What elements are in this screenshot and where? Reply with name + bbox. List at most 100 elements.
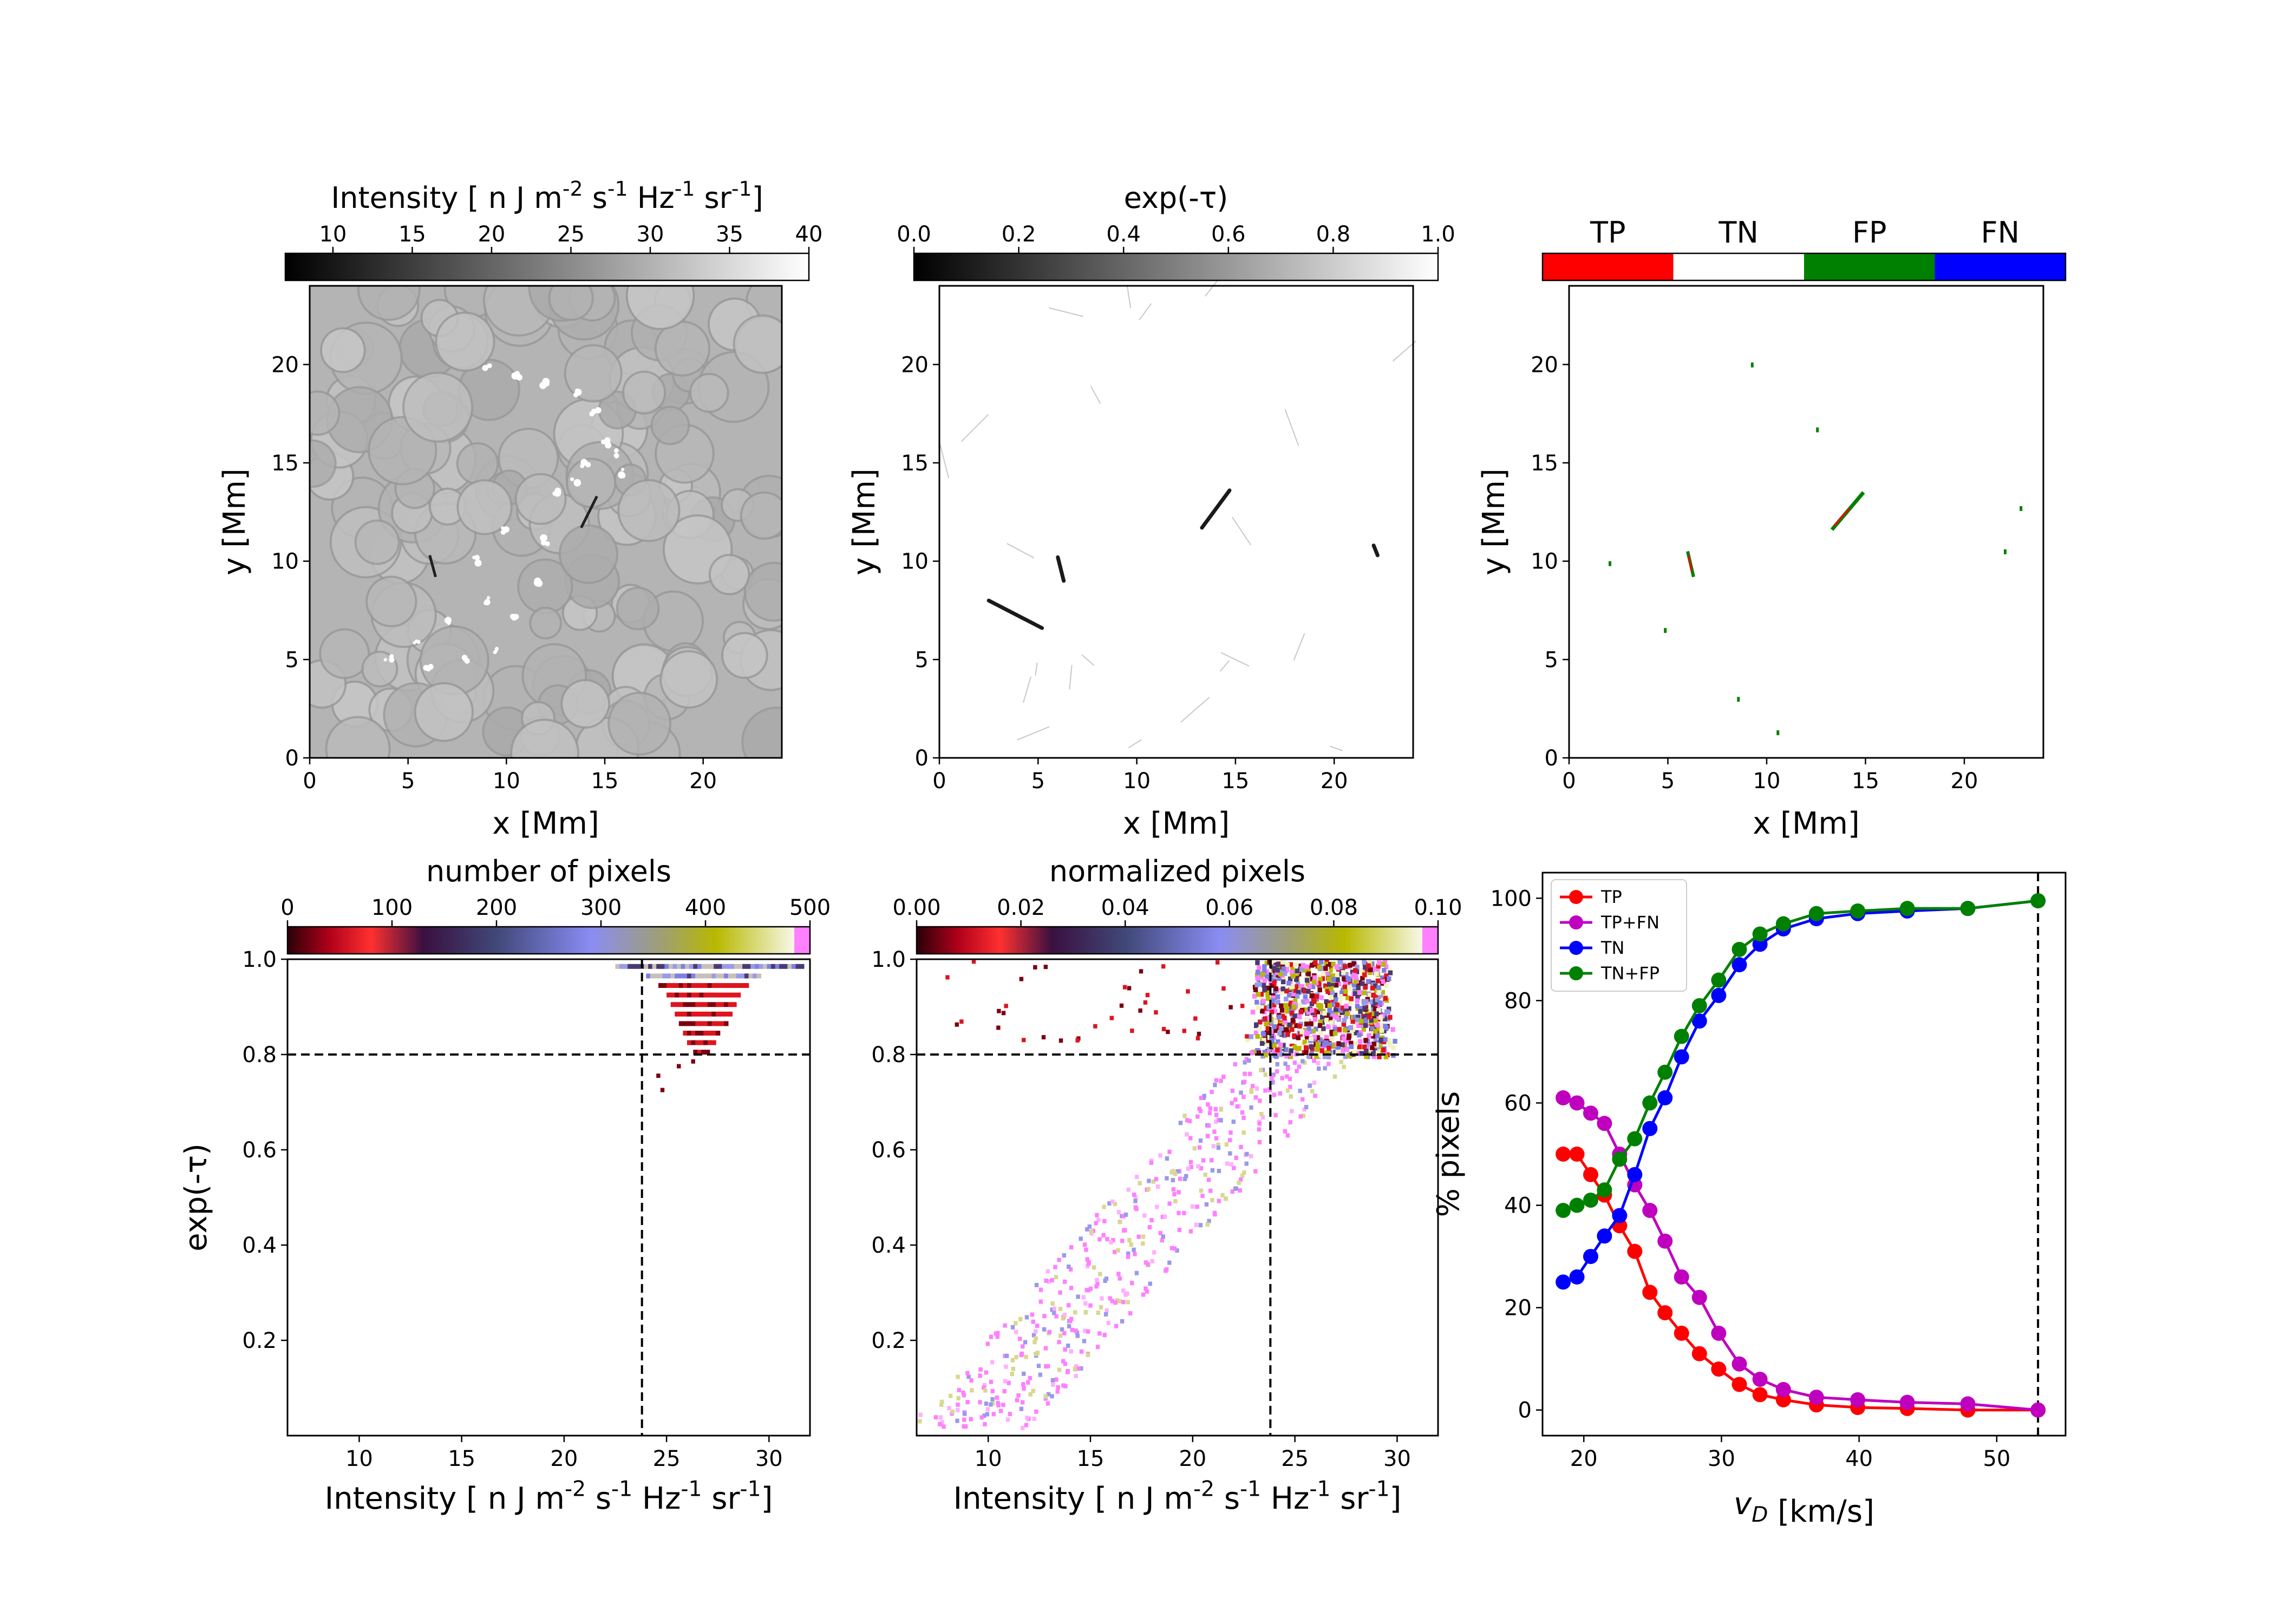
hist-bin	[1264, 974, 1270, 980]
hist-bin	[670, 983, 676, 988]
hist-bin	[1132, 1247, 1136, 1252]
hist-bin	[1332, 992, 1338, 998]
absorption-feature	[1371, 543, 1380, 558]
hist-bin	[1373, 983, 1378, 988]
hist-bin	[1113, 1202, 1118, 1207]
hist-bin	[1169, 1246, 1174, 1250]
hist-bin	[1357, 990, 1362, 995]
granulation	[310, 286, 782, 758]
hist-bin	[1058, 1038, 1063, 1043]
hist-bin	[1271, 975, 1276, 981]
hist-bin	[1110, 1199, 1115, 1204]
y-tick-label: 0	[1545, 746, 1558, 771]
hist-bin	[1375, 1004, 1380, 1009]
hist-bin	[1122, 1228, 1126, 1233]
hist-bin	[1096, 1217, 1101, 1222]
data-point	[1642, 1203, 1658, 1218]
hist-bin	[1182, 1029, 1187, 1033]
hist-bin	[996, 1400, 1000, 1405]
hist-bin	[1014, 1330, 1018, 1334]
hist-bin	[1304, 1105, 1309, 1110]
data-point	[1569, 1197, 1585, 1213]
hist-bin	[711, 1021, 716, 1026]
hist-bin	[791, 964, 796, 969]
hist-bin	[1224, 1142, 1229, 1147]
hist-bin	[1278, 1091, 1283, 1096]
hist-bin	[997, 1009, 1001, 1013]
hist-bin	[1007, 1380, 1011, 1385]
hist-bin	[1022, 1386, 1026, 1391]
hist-bin	[1182, 1114, 1187, 1118]
hist-bin	[1388, 970, 1393, 975]
hist-bin	[619, 964, 624, 969]
hist-bin	[652, 964, 657, 969]
hist-bin	[1175, 1169, 1180, 1174]
hist-bin	[1177, 1190, 1181, 1195]
hist-bin	[722, 964, 727, 969]
hist-bin	[1042, 1327, 1047, 1332]
hist-bin	[1257, 1127, 1262, 1132]
legend-swatch-tn	[1673, 253, 1804, 280]
hist-bin	[971, 959, 976, 964]
hist-bin	[1301, 1059, 1305, 1064]
x-tick-label: 10	[1123, 769, 1151, 794]
hist-bin	[1384, 1009, 1389, 1014]
hist-bin	[1357, 1032, 1362, 1038]
bright-point	[600, 439, 606, 445]
hist-bin	[691, 973, 696, 979]
hist-bin	[1113, 1249, 1117, 1254]
hist-bin	[1318, 1019, 1323, 1025]
hist-bin	[1319, 1014, 1325, 1020]
hist-bin	[1344, 1011, 1350, 1017]
colorbar-tick-label: 0.04	[1101, 895, 1149, 920]
hist-bin	[1342, 1018, 1347, 1023]
hist-bin	[1335, 1002, 1339, 1007]
hist-bin	[1273, 986, 1278, 992]
y-tick-label: 0.2	[242, 1328, 277, 1353]
data-point	[1691, 998, 1707, 1013]
hist-bin	[1192, 1146, 1197, 1151]
hist-bin	[1254, 982, 1259, 987]
hist-bin	[1161, 1026, 1166, 1031]
hist-bin	[1365, 979, 1371, 984]
bright-point	[486, 364, 491, 369]
hist-bin	[1349, 1031, 1354, 1037]
hist-bin	[691, 1059, 695, 1064]
hist-bin	[1319, 1048, 1324, 1053]
hist-bin	[1230, 1089, 1234, 1093]
hist-bin	[1234, 1155, 1238, 1160]
hist-bin	[1121, 1300, 1126, 1305]
hist-bin	[1270, 1038, 1275, 1043]
colorbar-tick-label: 0.02	[997, 895, 1045, 920]
hist-bin	[1057, 1340, 1061, 1345]
hist-bin	[1384, 964, 1389, 970]
hist-bin	[1247, 1058, 1251, 1063]
hist-bin	[1193, 1016, 1198, 1021]
granule	[743, 561, 782, 622]
panel-intensity-map: 0 5 10 15 20 0 5 10 15 20 x [Mm] y [Mm] 10 15 20 25 30 35…	[217, 176, 822, 841]
hist-bin	[1054, 1377, 1058, 1382]
hist-bin	[767, 964, 772, 969]
hist-bin	[1213, 1083, 1217, 1088]
hist-bin	[1364, 999, 1369, 1004]
faint-feature	[1126, 284, 1132, 309]
hist-bin	[1328, 961, 1333, 967]
hist-bin	[1240, 1110, 1245, 1115]
hist-bin	[1264, 1021, 1269, 1027]
faint-feature	[1023, 676, 1031, 703]
hist-bin	[1185, 1132, 1189, 1137]
hist-bin	[1258, 1019, 1263, 1025]
hist-bin	[1342, 1027, 1348, 1033]
hist-bin	[1377, 1000, 1382, 1006]
hist-bin	[918, 1412, 923, 1417]
hist-bin	[994, 1331, 998, 1336]
hist-bin	[1249, 1154, 1253, 1158]
hist-bin	[1334, 964, 1339, 970]
hist-bin	[1362, 990, 1367, 996]
hist-bin	[1010, 1358, 1015, 1363]
hist-bin	[1255, 970, 1260, 975]
granule	[402, 371, 474, 443]
hist-bin	[1103, 1278, 1107, 1283]
bright-point	[621, 468, 625, 472]
hist-bin	[715, 1021, 721, 1026]
